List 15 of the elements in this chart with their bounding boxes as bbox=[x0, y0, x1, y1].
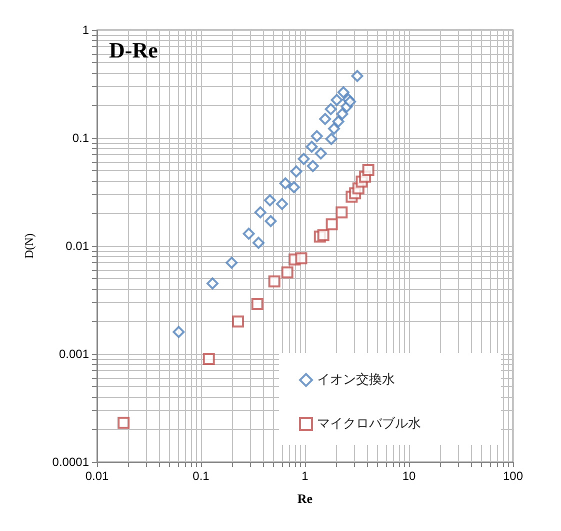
y-tick-label: 0.1 bbox=[72, 131, 90, 145]
chart-title: D-Re bbox=[109, 38, 158, 62]
y-axis-title: D(N) bbox=[22, 233, 36, 259]
legend-label: イオン交換水 bbox=[317, 372, 395, 388]
y-tick-label: 0.0001 bbox=[52, 455, 90, 469]
y-tick-label: 0.001 bbox=[58, 347, 90, 361]
y-tick-label: 1 bbox=[82, 23, 90, 37]
x-tick-label: 0.1 bbox=[192, 469, 210, 483]
legend-label: マイクロバブル水 bbox=[317, 416, 421, 432]
x-tick-label: 100 bbox=[502, 469, 524, 483]
x-axis-title: Re bbox=[297, 491, 313, 506]
y-tick-label: 0.01 bbox=[66, 239, 90, 253]
x-tick-label: 1 bbox=[302, 469, 309, 483]
x-tick-label: 10 bbox=[402, 469, 416, 483]
x-tick-label: 0.01 bbox=[85, 469, 109, 483]
